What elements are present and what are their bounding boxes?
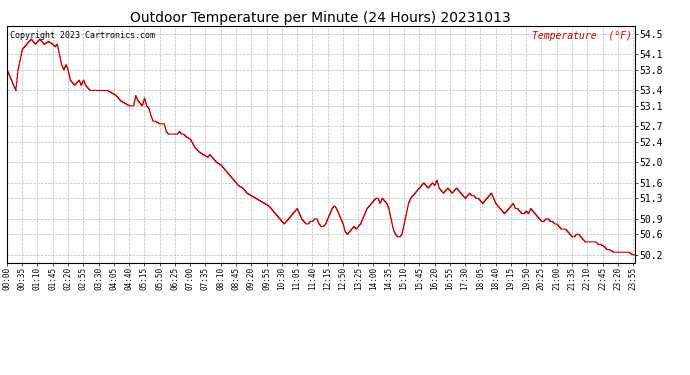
Title: Outdoor Temperature per Minute (24 Hours) 20231013: Outdoor Temperature per Minute (24 Hours…	[130, 11, 511, 25]
Text: Temperature  (°F): Temperature (°F)	[532, 31, 631, 41]
Text: Copyright 2023 Cartronics.com: Copyright 2023 Cartronics.com	[10, 31, 155, 40]
